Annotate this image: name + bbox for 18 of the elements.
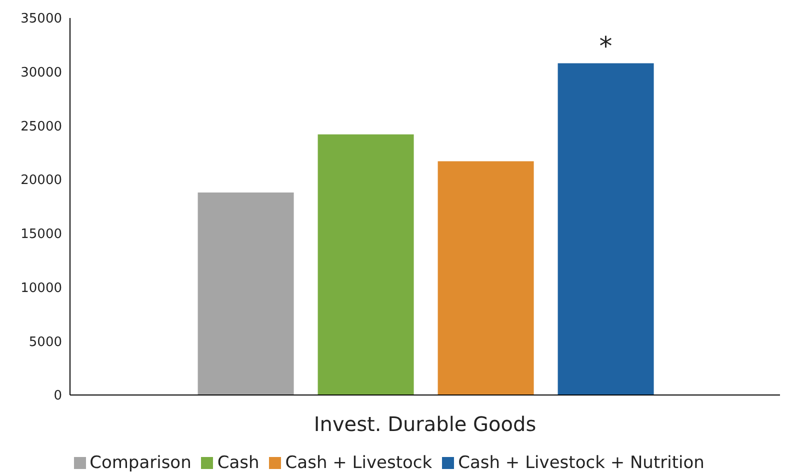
legend-label: Cash: [217, 453, 260, 473]
y-tick-label: 0: [54, 388, 62, 404]
bar: [438, 161, 534, 395]
y-tick-label: 5000: [28, 334, 62, 350]
annotation: *: [599, 32, 612, 62]
legend-label: Cash + Livestock + Nutrition: [458, 453, 704, 473]
y-tick-label: 35000: [20, 12, 62, 27]
y-tick-label: 25000: [20, 119, 62, 134]
legend-label: Cash + Livestock: [285, 453, 432, 473]
y-tick-label: 20000: [20, 173, 62, 188]
x-tick-label: Invest. Durable Goods: [314, 412, 536, 436]
legend-label: Comparison: [90, 453, 192, 473]
y-tick-label: 30000: [20, 65, 62, 80]
bar: [558, 63, 654, 395]
bar: [318, 134, 414, 395]
y-tick-label: 10000: [20, 280, 62, 296]
y-tick-label: 15000: [20, 227, 62, 242]
bar: [198, 192, 294, 395]
